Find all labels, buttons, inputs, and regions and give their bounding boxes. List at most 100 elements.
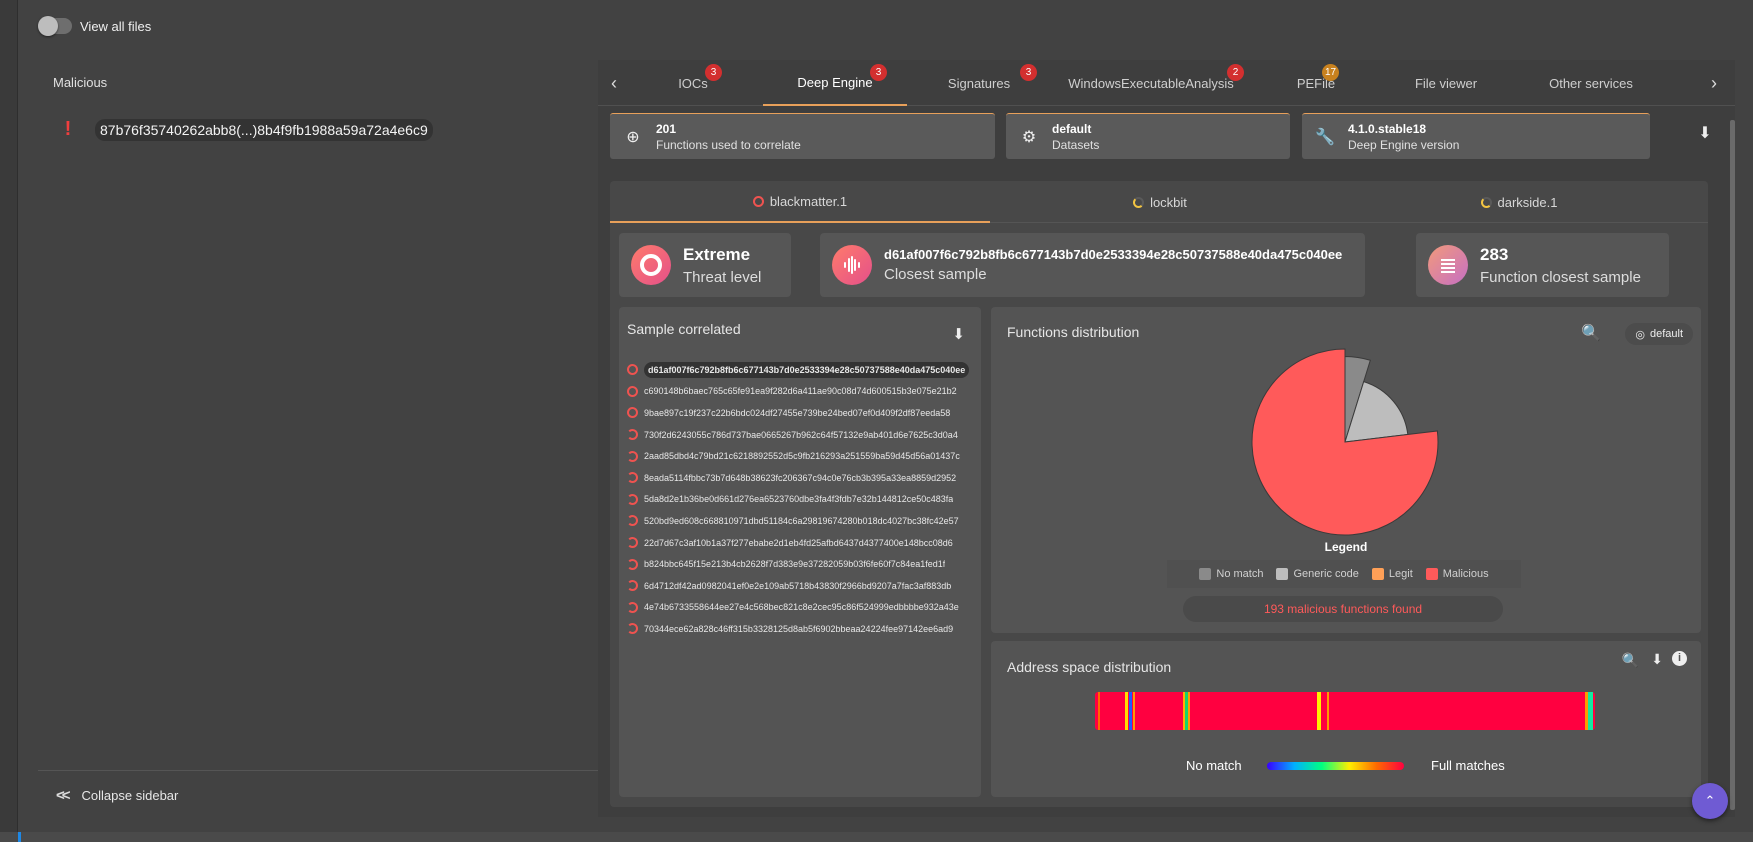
tab-label: WindowsExecutableAnalysis <box>1068 75 1234 91</box>
tab-blackmatter[interactable]: blackmatter.1 <box>610 181 990 223</box>
address-space-panel: Address space distribution 🔍 ⬇ i <box>991 641 1701 797</box>
function-closest-value: 283 <box>1480 244 1509 264</box>
collapse-sidebar-button[interactable]: << Collapse sidebar <box>38 770 606 804</box>
scroll-up-button[interactable]: ⌃ <box>1692 783 1728 819</box>
view-all-files-toggle[interactable] <box>38 16 72 36</box>
sample-item[interactable]: 70344ece62a828c46ff315b3328125d8ab5f6902… <box>627 618 987 640</box>
sample-item[interactable]: 520bd9ed608c668810971dbd51184c6a29819674… <box>627 510 987 532</box>
address-space-title: Address space distribution <box>1007 659 1172 675</box>
sample-hash: 9bae897c19f237c22b6bdc024df27455e739be24… <box>644 407 951 418</box>
file-item[interactable]: ! 87b76f35740262abb8(...)8b4f9fb1988a59a… <box>58 118 433 141</box>
search-icon[interactable]: 🔍 <box>1581 325 1601 342</box>
tab-signatures[interactable]: Signatures 3 <box>907 60 1051 106</box>
tab-label: Signatures <box>947 75 1011 91</box>
ring-icon <box>627 450 638 462</box>
sample-hash: b824bbc645f15e213b4cb2628f7d383e9e372820… <box>644 559 946 570</box>
function-closest-card: 283 Function closest sample <box>1416 233 1669 297</box>
scale-left-label: No match <box>1186 758 1242 773</box>
info-icon[interactable]: i <box>1672 651 1687 666</box>
pie-slice-generic-code[interactable] <box>1344 380 1409 443</box>
legend-item[interactable]: Generic code <box>1276 568 1359 581</box>
legend-item[interactable]: Legit <box>1371 568 1413 581</box>
legend-item[interactable]: No match <box>1199 568 1263 581</box>
sample-item[interactable]: 730f2d6243055c786d737bae0665267b962c64f5… <box>627 424 987 446</box>
chart-legend: No match Generic code Legit Malicious <box>1167 560 1521 588</box>
tab-badge: 3 <box>870 64 887 81</box>
functions-distribution-panel: Functions distribution 🔍 ◎ default Legen… <box>991 307 1701 633</box>
legend-item[interactable]: Malicious <box>1425 567 1489 581</box>
functions-distribution-title: Functions distribution <box>1007 324 1140 340</box>
sample-item[interactable]: 22d7d67c3af10b1a37f277ebabe2d1eb4fd25afb… <box>627 532 987 554</box>
tab-label: File viewer <box>1414 75 1478 91</box>
sample-item[interactable]: 9bae897c19f237c22b6bdc024df27455e739be24… <box>627 402 987 424</box>
view-all-files-toggle-row[interactable]: View all files <box>38 16 151 36</box>
tab-darkside[interactable]: darkside.1 <box>1330 181 1708 223</box>
scale-right-label: Full matches <box>1431 758 1505 773</box>
tabs-next-icon[interactable]: › <box>1711 72 1717 93</box>
ring-icon <box>627 601 638 613</box>
sample-hash: 4e74b6733558644ee27e4c568bec821c8e2cec95… <box>644 602 959 613</box>
tab-lockbit[interactable]: lockbit <box>990 181 1330 223</box>
tab-deep-engine[interactable]: Deep Engine 3 <box>763 60 907 106</box>
legend-label: Malicious <box>1442 567 1489 580</box>
deep-engine-content: blackmatter.1 lockbit darkside.1 Extreme… <box>610 181 1708 807</box>
download-icon[interactable]: ⬇ <box>1651 651 1663 667</box>
dataset-chip[interactable]: ◎ default <box>1625 323 1693 345</box>
tab-pefile[interactable]: PEFile 17 <box>1251 60 1381 106</box>
sample-item[interactable]: b824bbc645f15e213b4cb2628f7d383e9e372820… <box>627 553 987 575</box>
legend-title: Legend <box>1324 540 1368 554</box>
sample-item[interactable]: d61af007f6c792b8fb6c677143b7d0e2533394e2… <box>627 359 987 381</box>
sample-item[interactable]: 8eada5114fbbc73b7d648b38623fc206367c94c0… <box>627 467 987 489</box>
sample-item[interactable]: c690148b6baec765c65fe91ea9f282d6a411ae90… <box>627 381 987 403</box>
legend-swatch <box>1425 568 1438 581</box>
page-panel: View all files Malicious ! 87b76f3574026… <box>18 0 1753 832</box>
threat-value: Extreme <box>683 244 751 264</box>
ring-icon <box>627 364 638 376</box>
sample-correlated-title: Sample correlated <box>627 321 741 337</box>
sample-hash: 6d4712df42ad0982041ef0e2e109ab5718b43830… <box>644 580 952 591</box>
sample-item[interactable]: 5da8d2e1b36be0d661d276ea6523760dbe3fa4f3… <box>627 489 987 511</box>
tab-badge: 17 <box>1322 64 1340 81</box>
ring-icon <box>627 429 638 441</box>
closest-sample-label: Closest sample <box>884 266 987 283</box>
functions-pie-chart <box>1251 348 1439 536</box>
address-space-bar <box>1095 692 1595 730</box>
tab-iocs[interactable]: IOCs 3 <box>638 60 748 106</box>
ring-icon <box>627 515 638 527</box>
ring-icon <box>627 623 638 635</box>
malicious-section-title: Malicious <box>53 75 108 90</box>
tab-file-viewer[interactable]: File viewer <box>1381 60 1511 106</box>
ring-icon <box>627 407 638 419</box>
sample-item[interactable]: 2aad85dbd4c79bd21c6218892552d5c9fb216293… <box>627 445 987 467</box>
sample-item[interactable]: 4e74b6733558644ee27e4c568bec821c8e2cec95… <box>627 597 987 619</box>
threat-level-card: Extreme Threat level <box>619 233 791 297</box>
ring-icon <box>627 493 638 505</box>
scrollbar[interactable] <box>1730 120 1735 810</box>
info-value: 4.1.0.stable18 <box>1348 121 1427 136</box>
main-area: ‹ IOCs 3 Deep Engine 3 Signatures 3 Wind… <box>598 60 1735 817</box>
globe-icon: ◎ <box>1635 328 1645 341</box>
sample-hash: 70344ece62a828c46ff315b3328125d8ab5f6902… <box>644 623 954 634</box>
info-label: Datasets <box>1052 137 1100 152</box>
sample-hash: c690148b6baec765c65fe91ea9f282d6a411ae90… <box>644 386 957 397</box>
sub-tab-label: blackmatter.1 <box>769 193 848 209</box>
download-icon[interactable]: ⬇ <box>1698 125 1712 142</box>
threat-label: Threat level <box>683 268 762 286</box>
tabs-prev-icon[interactable]: ‹ <box>611 72 617 93</box>
sample-hash: 520bd9ed608c668810971dbd51184c6a29819674… <box>644 515 959 526</box>
sample-item[interactable]: 6d4712df42ad0982041ef0e2e109ab5718b43830… <box>627 575 987 597</box>
sample-hash: 2aad85dbd4c79bd21c6218892552d5c9fb216293… <box>644 451 960 462</box>
family-tabs: blackmatter.1 lockbit darkside.1 <box>610 181 1708 223</box>
double-chevron-left-icon: << <box>56 787 70 804</box>
sample-hash: 22d7d67c3af10b1a37f277ebabe2d1eb4fd25afb… <box>644 537 953 548</box>
sample-list: d61af007f6c792b8fb6c677143b7d0e2533394e2… <box>627 359 987 640</box>
pie-slice-malicious[interactable] <box>1251 348 1439 536</box>
file-name[interactable]: 87b76f35740262abb8(...)8b4f9fb1988a59a72… <box>95 118 433 141</box>
threat-icon <box>631 245 671 285</box>
ring-icon <box>627 558 638 570</box>
tab-badge: 2 <box>1227 64 1244 81</box>
search-icon[interactable]: 🔍 <box>1621 652 1639 668</box>
tab-other-services[interactable]: Other services <box>1511 60 1671 106</box>
download-icon[interactable]: ⬇ <box>952 326 965 343</box>
tab-windows-executable-analysis[interactable]: WindowsExecutableAnalysis 2 <box>1051 60 1251 106</box>
